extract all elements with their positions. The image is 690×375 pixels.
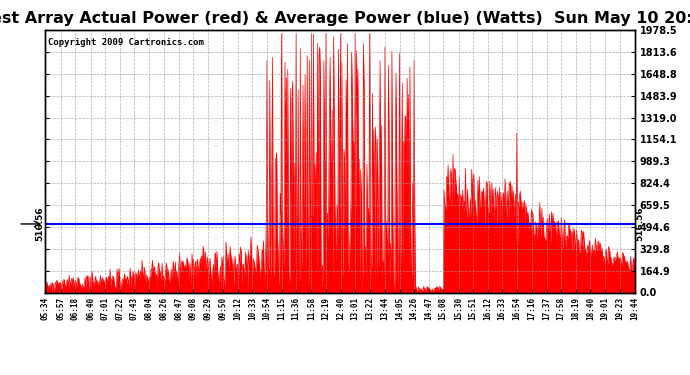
Text: 516.56: 516.56 [635,207,644,241]
Text: 516.56: 516.56 [35,207,44,241]
Text: West Array Actual Power (red) & Average Power (blue) (Watts)  Sun May 10 20:03: West Array Actual Power (red) & Average … [0,11,690,26]
Text: Copyright 2009 Cartronics.com: Copyright 2009 Cartronics.com [48,38,204,47]
